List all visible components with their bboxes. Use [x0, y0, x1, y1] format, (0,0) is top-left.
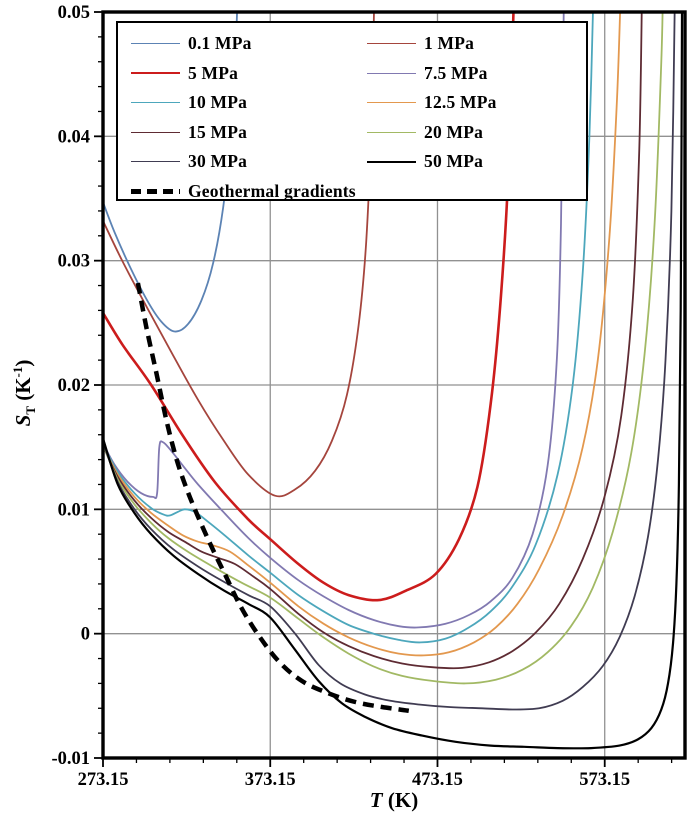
x-axis-symbol: T: [369, 788, 383, 812]
legend-item: 12.5 MPa: [367, 91, 586, 114]
legend-label: 12.5 MPa: [424, 92, 497, 112]
legend-swatch: [131, 72, 180, 74]
series-curve-50-mpa: [103, 12, 684, 750]
legend-swatch: [367, 131, 416, 133]
legend-swatch: [131, 43, 180, 44]
series-curve-20-mpa: [103, 12, 664, 685]
y-tick-label: 0: [81, 625, 90, 645]
y-axis-symbol: S: [11, 414, 35, 427]
legend-item: 20 MPa: [367, 121, 586, 144]
legend-swatch: [131, 102, 180, 103]
axis-ticks: [94, 11, 673, 767]
y-tick-label: 0.04: [58, 127, 90, 147]
legend-label: 1 MPa: [424, 33, 475, 53]
x-axis-unit: (K): [387, 788, 419, 812]
y-axis-unit-close: ): [11, 359, 35, 367]
legend-item: 0.1 MPa: [131, 32, 367, 55]
legend-swatch: [367, 43, 416, 44]
legend-swatch: [367, 72, 416, 74]
series-curve-30-mpa: [103, 12, 676, 711]
legend-label: 15 MPa: [188, 121, 248, 142]
tick-labels: 273.15 373.15 473.15 573.15 -0.01 0 0.01 0.02 0.…: [51, 3, 630, 790]
y-axis-unit-open: (K: [11, 377, 35, 401]
legend-label: 0.1 MPa: [188, 33, 252, 53]
legend-label: 30 MPa: [188, 151, 248, 171]
legend-swatch: [131, 188, 180, 194]
series-curve-10-mpa: [103, 12, 594, 644]
series-curve-1-mpa: [103, 12, 375, 498]
legend-item: 10 MPa: [131, 91, 367, 114]
y-axis-subscript: T: [23, 406, 39, 415]
legend-item: 7.5 MPa: [367, 62, 586, 85]
legend-label: 7.5 MPa: [424, 62, 488, 83]
legend-label: Geothermal gradients: [188, 180, 356, 201]
legend-item: 30 MPa: [131, 150, 367, 173]
legend-swatch: [131, 131, 180, 133]
y-tick-label: -0.01: [51, 749, 90, 769]
series-curve-geothermal-gradients: [135, 282, 410, 714]
series-curve-5-mpa: [103, 12, 515, 602]
legend-item: Geothermal gradients: [131, 180, 367, 203]
x-tick-label: 573.15: [579, 770, 630, 790]
y-axis-exponent: -1: [10, 366, 25, 378]
legend-label: 5 MPa: [188, 62, 239, 83]
y-tick-label: 0.02: [58, 376, 90, 396]
legend-swatch: [131, 161, 180, 162]
legend-label: 50 MPa: [424, 151, 484, 171]
x-axis-title: T (K): [103, 788, 685, 813]
x-tick-label: 473.15: [412, 770, 463, 790]
legend-item: 15 MPa: [131, 121, 367, 144]
series-curve-12-5-mpa: [103, 12, 621, 657]
legend-swatch: [367, 160, 416, 163]
legend-label: 20 MPa: [424, 121, 484, 142]
legend-item: 1 MPa: [367, 32, 586, 55]
series-curves: [103, 12, 684, 750]
legend-item: 50 MPa: [367, 150, 586, 173]
y-tick-label: 0.05: [58, 3, 90, 23]
y-axis-title: ST (K-1): [10, 288, 42, 498]
y-tick-label: 0.01: [58, 500, 90, 520]
legend-label: 10 MPa: [188, 92, 248, 112]
x-tick-label: 273.15: [78, 770, 129, 790]
legend-item: 5 MPa: [131, 62, 367, 85]
legend-swatch: [367, 102, 416, 103]
legend: 0.1 MPa 1 MPa 5 MPa 7.5 MPa 10 MPa 12.5 MPa 15…: [116, 21, 588, 201]
y-tick-label: 0.03: [58, 252, 90, 272]
x-tick-label: 373.15: [245, 770, 296, 790]
series-curve-15-mpa: [103, 12, 643, 670]
series-curve-7-5-mpa: [103, 12, 565, 629]
